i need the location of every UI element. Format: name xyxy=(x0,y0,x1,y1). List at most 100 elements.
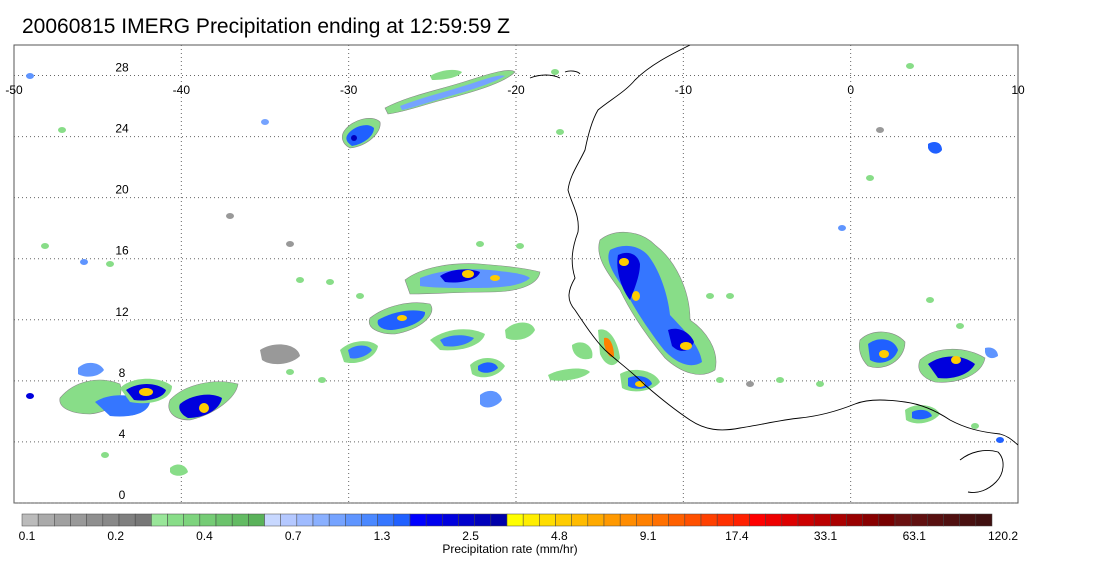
colorbar-swatch xyxy=(231,513,249,527)
colorbar-tick: 1.3 xyxy=(373,529,391,543)
precip-cell xyxy=(261,119,269,125)
precip-cell xyxy=(816,381,824,387)
lon-tick-label: -50 xyxy=(5,83,23,97)
precip-cell xyxy=(226,213,234,219)
lon-tick-label: 10 xyxy=(1011,83,1025,97)
precip-cell xyxy=(906,63,914,69)
colorbar-swatch xyxy=(264,513,281,527)
lon-tick-label: -10 xyxy=(675,83,693,97)
colorbar-swatch xyxy=(830,513,847,527)
colorbar-swatch xyxy=(102,513,120,527)
precip-cell xyxy=(286,369,294,375)
colorbar-swatch xyxy=(781,513,799,527)
colorbar-swatch xyxy=(943,513,960,527)
precip-cell xyxy=(106,261,114,267)
precip-cell xyxy=(296,277,304,283)
rain-cells-africa xyxy=(572,142,998,424)
colorbar-swatch xyxy=(927,513,944,527)
precip-cell xyxy=(26,73,34,79)
precip-cell xyxy=(356,293,364,299)
precip-cell xyxy=(956,323,964,329)
colorbar-swatch xyxy=(587,513,605,527)
colorbar-swatch xyxy=(522,513,540,527)
lat-tick-label: 28 xyxy=(115,61,129,75)
colorbar-swatch xyxy=(716,513,734,527)
colorbar-swatch xyxy=(248,513,265,527)
colorbar-swatch xyxy=(474,513,492,527)
colorbar-swatch xyxy=(312,513,330,527)
colorbar-swatch xyxy=(377,513,395,527)
precip-cell xyxy=(318,377,326,383)
colorbar-swatch xyxy=(539,513,556,527)
precip-cell xyxy=(516,243,524,249)
lat-tick-label: 8 xyxy=(119,366,126,380)
lon-tick-label: -30 xyxy=(340,83,358,97)
colorbar-swatch xyxy=(652,513,669,527)
colorbar-swatch xyxy=(167,513,184,527)
precip-cell xyxy=(26,393,34,399)
colorbar-swatch xyxy=(975,513,993,527)
colorbar-tick: 0.2 xyxy=(107,529,125,543)
colorbar-swatch xyxy=(458,513,475,527)
colorbar-swatch xyxy=(54,513,71,527)
rain-band-central xyxy=(260,263,590,408)
lat-tick-label: 4 xyxy=(119,427,126,441)
colorbar-swatch xyxy=(700,513,718,527)
rain-cells-west xyxy=(59,362,239,476)
precip-cell xyxy=(716,377,724,383)
colorbar-tick: 33.1 xyxy=(813,529,838,543)
lon-tick-label: -40 xyxy=(173,83,191,97)
precip-cell xyxy=(876,127,884,133)
precip-cell xyxy=(58,127,66,133)
colorbar-swatch xyxy=(425,513,443,527)
colorbar-swatch xyxy=(361,513,378,527)
rain-band-north xyxy=(341,69,516,149)
colorbar-swatch xyxy=(409,513,427,527)
precip-cell xyxy=(996,437,1004,443)
longitude-labels: -50 -40 -30 -20 -10 0 10 xyxy=(5,83,1025,97)
precip-cell xyxy=(706,293,714,299)
colorbar-swatch xyxy=(797,513,815,527)
colorbar-swatch xyxy=(151,513,168,527)
colorbar-swatch xyxy=(959,513,977,527)
precip-cell xyxy=(838,225,846,231)
lat-tick-label: 16 xyxy=(115,244,129,258)
scattered-cells xyxy=(26,63,1004,458)
precip-cell xyxy=(286,241,294,247)
colorbar-swatch xyxy=(199,513,217,527)
colorbar-swatch xyxy=(846,513,863,527)
precip-cell xyxy=(971,423,979,429)
colorbar-tick: 0.4 xyxy=(196,529,213,543)
precip-cell xyxy=(556,129,564,135)
colorbar-tick: 120.2 xyxy=(987,529,1019,543)
colorbar-swatch xyxy=(862,513,880,527)
colorbar-swatch xyxy=(215,513,233,527)
gridlines xyxy=(14,45,1018,504)
precip-cell xyxy=(866,175,874,181)
coastline xyxy=(529,45,1018,493)
colorbar-tick: 63.1 xyxy=(902,529,926,543)
colorbar-tick: 17.4 xyxy=(725,529,749,543)
colorbar-swatch xyxy=(749,513,766,527)
precip-cell xyxy=(41,243,49,249)
map-title: 20060815 IMERG Precipitation ending at 1… xyxy=(22,15,510,38)
colorbar-swatch xyxy=(684,513,702,527)
colorbar-swatch xyxy=(134,513,152,527)
colorbar-label: Precipitation rate (mm/hr) xyxy=(442,542,578,556)
colorbar xyxy=(21,513,993,527)
precip-cell xyxy=(746,381,754,387)
precip-cell xyxy=(326,279,334,285)
colorbar-swatch xyxy=(118,513,136,527)
colorbar-swatch xyxy=(910,513,928,527)
colorbar-tick: 2.5 xyxy=(462,529,479,543)
colorbar-swatch xyxy=(555,513,572,527)
colorbar-swatch xyxy=(280,513,298,527)
lat-tick-label: 12 xyxy=(115,305,129,319)
colorbar-swatch xyxy=(328,513,346,527)
colorbar-swatch xyxy=(878,513,896,527)
colorbar-swatch xyxy=(37,513,55,527)
lat-tick-label: 0 xyxy=(119,488,126,502)
precip-cell xyxy=(101,452,109,458)
lat-tick-label: 24 xyxy=(115,122,129,136)
colorbar-tick: 9.1 xyxy=(639,529,657,543)
